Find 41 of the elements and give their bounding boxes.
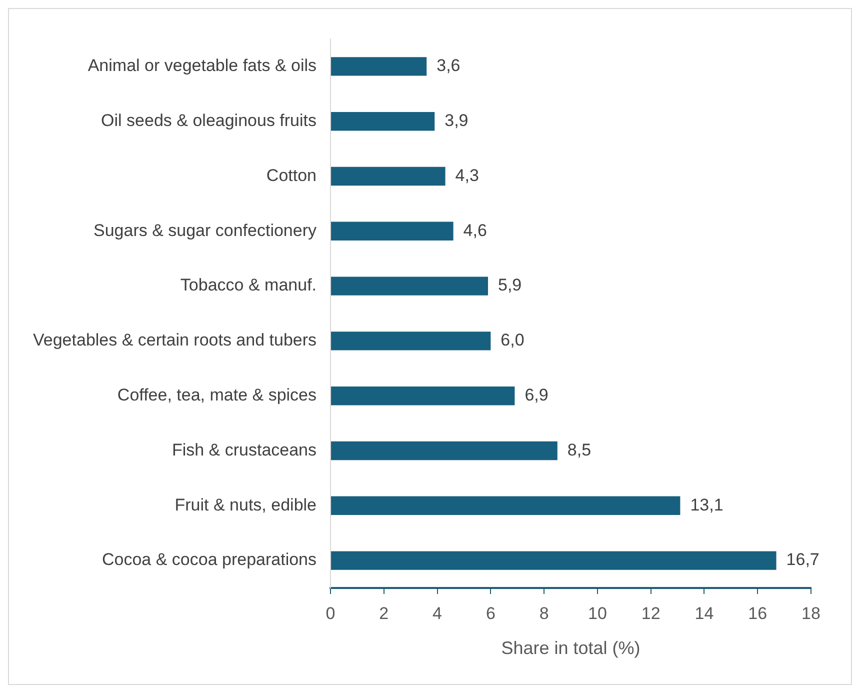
data-label: 3,6 [436,56,460,76]
x-tick-label: 2 [379,604,389,623]
bar [331,166,446,186]
bar [331,276,488,296]
x-tick-label: 16 [748,604,768,623]
y-tick-label: Cotton [266,166,317,185]
data-label: 4,3 [455,166,479,185]
data-label: 13,1 [690,495,724,514]
x-axis-title: Share in total (%) [501,638,640,658]
x-tick-label: 12 [641,604,660,623]
bar [331,222,454,241]
x-tick-label: 6 [486,604,496,623]
y-tick-label: Animal or vegetable fats & oils [88,56,317,76]
y-tick-label: Fruit & nuts, edible [174,495,317,514]
data-label: 6,0 [500,330,524,350]
y-tick-label: Fish & crustaceans [172,440,317,460]
y-tick-label: Tobacco & manuf. [180,276,317,295]
x-tick-label: 0 [326,604,336,623]
y-tick-label: Sugars & sugar confectionery [94,220,318,240]
y-tick-label: Oil seeds & oleaginous fruits [101,111,317,130]
x-tick-label: 18 [802,604,820,623]
bar [331,332,491,350]
x-tick-label: 10 [588,604,607,623]
bar [331,441,558,460]
x-tick-label: 14 [694,604,714,623]
data-label: 6,9 [524,386,548,405]
bar [331,551,776,570]
bar [331,496,680,516]
data-label: 5,9 [498,276,522,295]
y-tick-label: Cocoa & cocoa preparations [102,550,317,570]
bar [331,57,427,76]
y-tick-label: Coffee, tea, mate & spices [117,386,317,405]
y-tick-label: Vegetables & certain roots and tubers [33,330,317,350]
data-label: 3,9 [444,111,468,130]
data-label: 8,5 [567,440,592,460]
bar [331,386,515,406]
x-tick-label: 8 [539,604,549,623]
bar [331,112,435,131]
data-label: 16,7 [786,550,820,570]
x-tick-label: 4 [432,604,442,623]
data-label: 4,6 [463,220,487,240]
